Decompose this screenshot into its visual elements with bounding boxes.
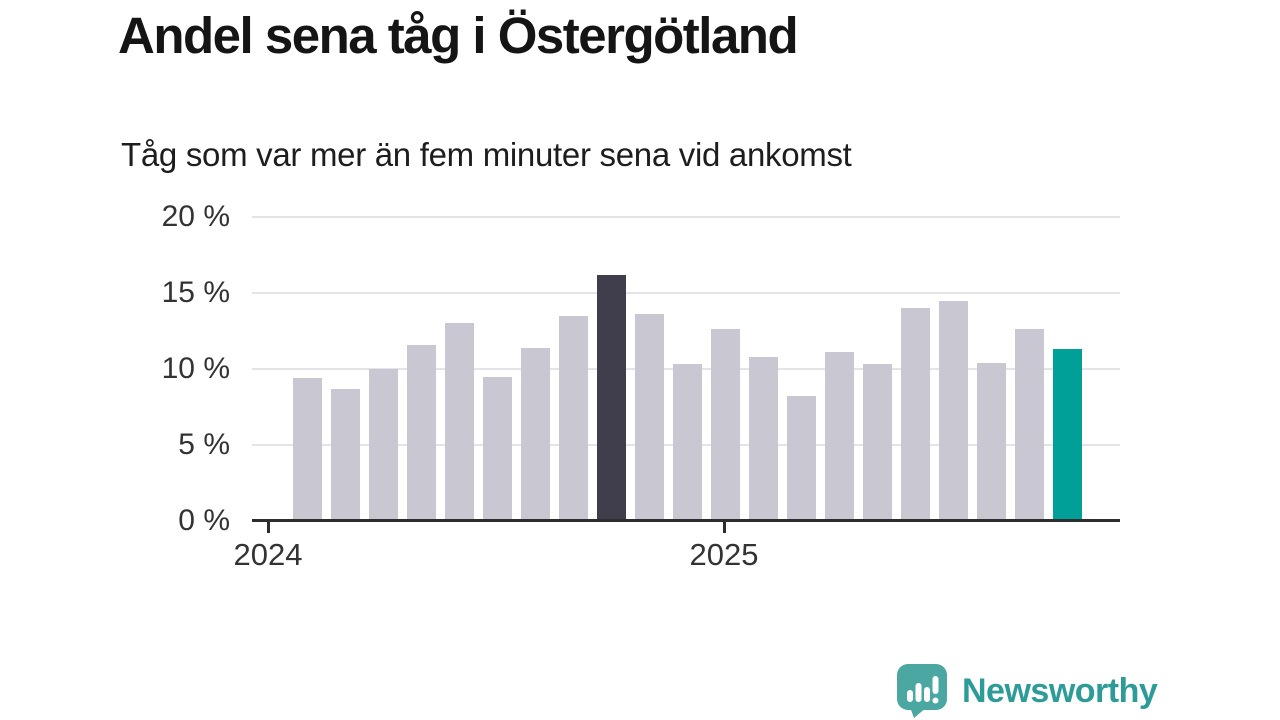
chart-subtitle: Tåg som var mer än fem minuter sena vid … (121, 136, 852, 173)
x-axis-label-2024: 2024 (233, 537, 303, 572)
bar-month-7 (521, 347, 550, 521)
bar-month-6 (483, 376, 512, 521)
bar-month-21 (1053, 349, 1082, 521)
y-axis-label: 20 % (161, 200, 230, 233)
bar-month-18 (939, 300, 968, 521)
y-axis-label: 10 % (161, 352, 230, 385)
x-axis-line (252, 519, 1120, 522)
bar-month-4 (407, 344, 436, 521)
gridline-15-percent (252, 292, 1120, 294)
newsworthy-logo-text: Newsworthy (962, 671, 1158, 710)
bar-month-12 (711, 329, 740, 521)
bar-month-2 (331, 388, 360, 521)
bar-month-15 (825, 352, 854, 521)
bar-month-16 (863, 364, 892, 521)
page-title: Andel sena tåg i Östergötland (118, 7, 799, 64)
bar-month-5 (445, 323, 474, 521)
gridline-20-percent (252, 216, 1120, 218)
y-axis-label: 0 % (178, 504, 230, 537)
y-axis-label: 5 % (178, 428, 230, 461)
bar-month-1 (293, 378, 322, 521)
plot-area: 0 % 5 % 10 % 15 % 20 % 2024 2025 (162, 201, 1120, 572)
x-axis-tick-2025 (723, 522, 726, 533)
newsworthy-logo: Newsworthy (897, 664, 1158, 718)
bar-month-19 (977, 362, 1006, 521)
bar-month-17 (901, 308, 930, 521)
bar-month-8 (559, 315, 588, 521)
x-axis-tick-2024 (267, 522, 270, 533)
bar-month-13 (749, 356, 778, 521)
y-axis-label: 15 % (161, 276, 230, 309)
bar-month-10 (635, 314, 664, 521)
newsworthy-speech-bubble-icon (897, 664, 947, 718)
bar-month-14 (787, 396, 816, 521)
bar-month-9 (597, 274, 626, 521)
x-axis-label-2025: 2025 (689, 537, 759, 572)
bar-month-11 (673, 364, 702, 521)
bar-month-20 (1015, 329, 1044, 521)
bar-month-3 (369, 369, 398, 521)
